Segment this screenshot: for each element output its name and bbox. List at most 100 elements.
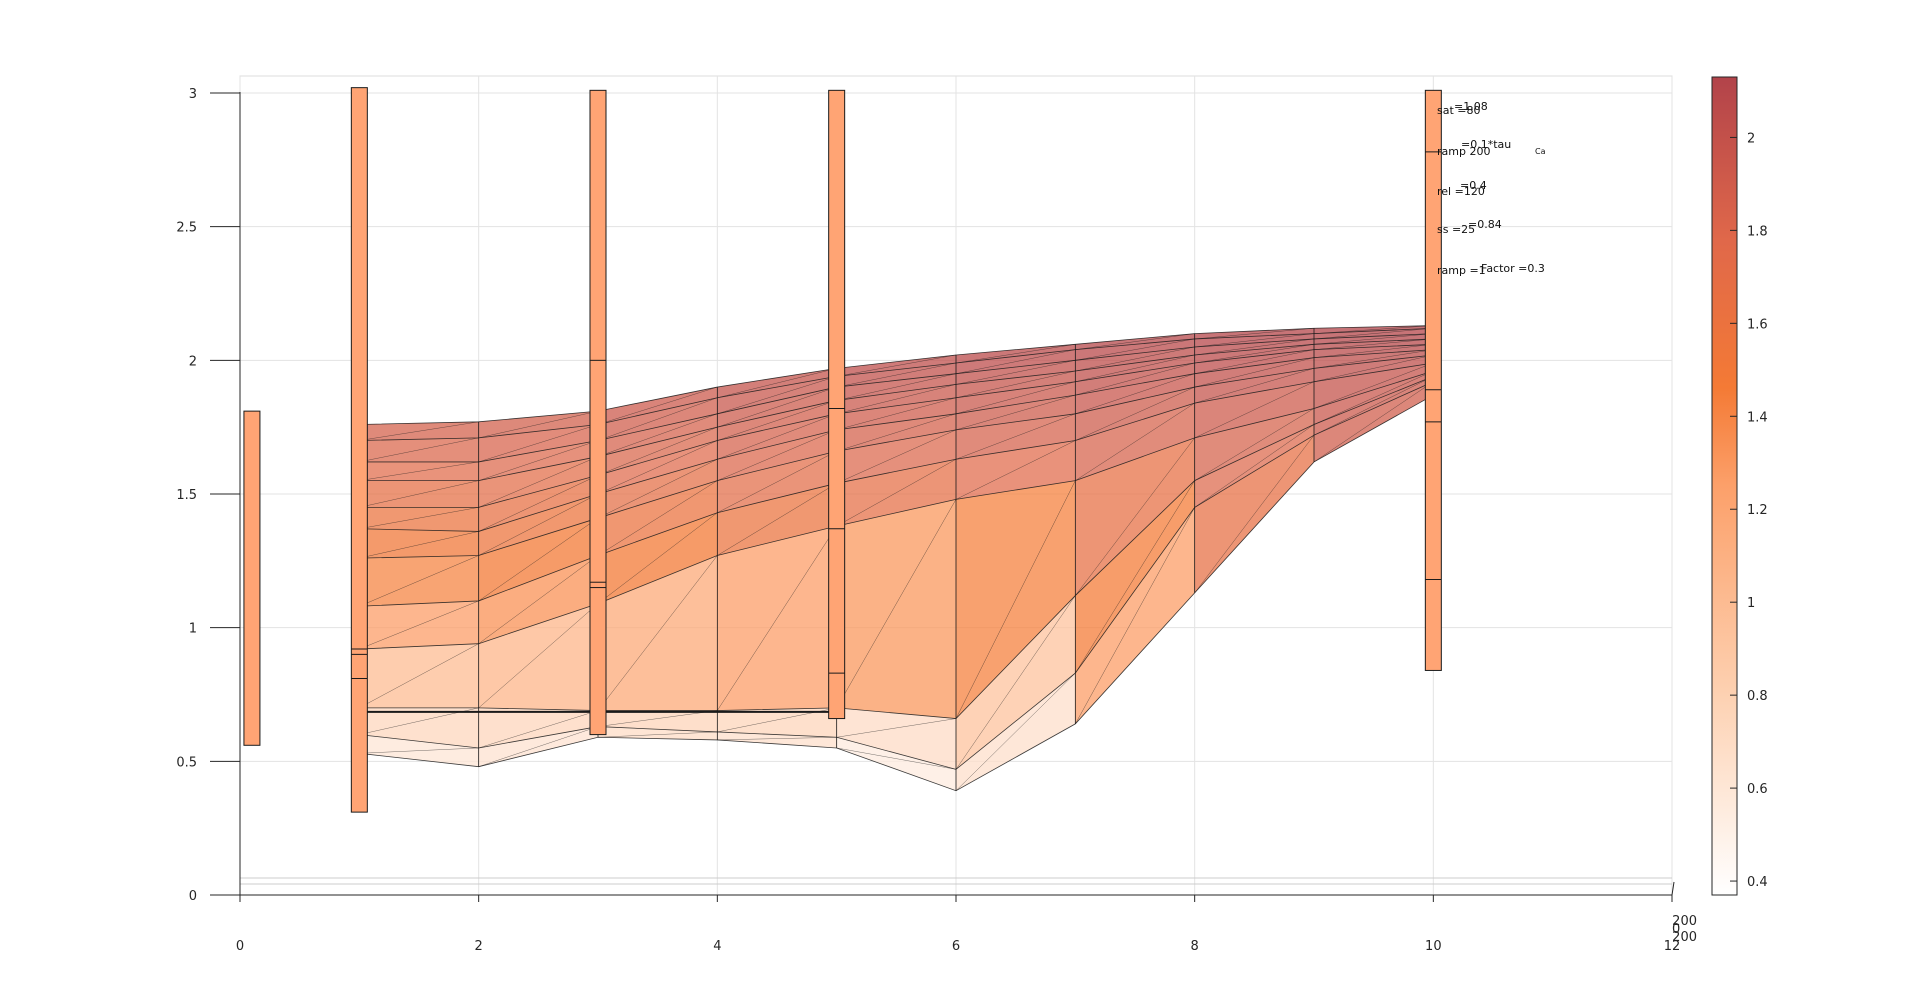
mesh-line (597, 397, 718, 441)
x-tick-label: 12 (1664, 939, 1681, 954)
mesh-line (1313, 362, 1434, 409)
colorbar-tick-label: 0.4 (1747, 875, 1768, 890)
mesh-line (717, 413, 837, 460)
mesh-line (359, 747, 479, 754)
mesh-line (1194, 381, 1315, 439)
mesh-line (597, 386, 718, 425)
band-segment (359, 507, 479, 532)
mesh-line (478, 710, 599, 749)
mesh-line (1075, 362, 1195, 396)
x-tick-label: 8 (1191, 939, 1199, 954)
annotation-text: sat =80 (1437, 104, 1481, 117)
mesh-line (955, 672, 1076, 791)
mesh-line (478, 424, 599, 463)
x-tick-label: 0 (236, 939, 244, 954)
series-line-s11 (359, 327, 1434, 441)
mesh-line (1313, 354, 1434, 382)
mesh-line (359, 461, 479, 481)
mesh-line (836, 718, 957, 738)
mesh-line (836, 413, 957, 452)
mesh-line (836, 499, 957, 708)
band-segment (836, 499, 956, 719)
annotation-text: Factor =0.3 (1481, 262, 1545, 275)
annotation-text: =0.84 (1468, 218, 1502, 231)
mesh-line (478, 555, 599, 644)
mesh-line (478, 517, 599, 602)
mesh-line (836, 384, 957, 415)
mesh-line (359, 421, 479, 441)
mesh-line (1313, 325, 1434, 334)
series-line-s1 (359, 394, 1434, 792)
mesh-line (836, 373, 957, 401)
series-line-s5 (359, 362, 1434, 607)
mesh-line (597, 480, 718, 556)
x-tick-label: 10 (1425, 939, 1442, 954)
mesh-line (478, 475, 599, 532)
annotation-text: =1.08 (1454, 100, 1488, 113)
mesh-line (1313, 370, 1434, 425)
mesh-line (478, 726, 599, 767)
range-box (243, 410, 261, 746)
colorbar-tick-labels: 0.4 0.6 0.8 1 1.2 1.4 1.6 1.8 2 (1730, 131, 1768, 890)
y-tick-label: 1 (189, 622, 197, 637)
y-tick-labels: 0 0.5 1 1.5 2 2.5 3 (176, 87, 197, 904)
mesh-line (717, 525, 837, 711)
mesh-line (478, 493, 599, 556)
x-tick-labels: 0 2 4 6 8 10 12 (236, 939, 1680, 954)
mesh-line (955, 440, 1076, 500)
band-segment (598, 710, 718, 732)
mesh-line (717, 376, 837, 415)
series-line-s6 (359, 354, 1434, 559)
band-segment (598, 726, 718, 740)
series-line-s10 (359, 333, 1434, 463)
mesh-line (359, 507, 479, 529)
mesh-line (1075, 402, 1195, 481)
y-tick-label: 3 (189, 87, 197, 102)
series-line-s7 (359, 349, 1434, 532)
mesh-line (1194, 368, 1315, 404)
mesh-line (1075, 338, 1195, 361)
mesh-line (836, 747, 957, 770)
mesh-line (1194, 338, 1315, 356)
mesh-line (1194, 435, 1315, 594)
band-segment (478, 707, 598, 748)
mesh-line (1075, 437, 1195, 596)
band-segment (478, 603, 598, 711)
colorbar (1711, 76, 1738, 896)
series-line-s9 (359, 338, 1434, 482)
mesh-line (1313, 338, 1434, 350)
colorbar-tick-label: 1.6 (1747, 317, 1768, 332)
series-line-s8 (359, 343, 1434, 508)
range-box (828, 89, 846, 720)
annotation-text: =0.4 (1460, 179, 1487, 192)
mesh-line (1194, 357, 1315, 388)
mesh-line (955, 360, 1076, 385)
mesh-line (955, 344, 1076, 364)
mesh-line (836, 354, 957, 377)
range-box (589, 89, 607, 736)
mesh-line (717, 451, 837, 513)
mesh-line (359, 480, 479, 508)
band-segment (717, 707, 837, 738)
y-tick-label: 0 (189, 889, 197, 904)
y-tick-label: 2 (189, 354, 197, 369)
mesh-line (955, 480, 1076, 719)
mesh-line (359, 531, 479, 559)
annotation-text: ramp =1 (1437, 264, 1486, 277)
mesh-line (1194, 349, 1315, 374)
z-tick-label: 200 (1672, 914, 1697, 929)
mesh-line (1194, 408, 1315, 481)
series-line-s2 (359, 381, 1434, 770)
series-line-s3 (359, 376, 1434, 719)
mesh-line (359, 437, 479, 463)
mesh-line (597, 710, 718, 727)
colorbar-tick-label: 1 (1747, 596, 1755, 611)
colorbar-tick-label: 2 (1747, 131, 1755, 146)
series-line-s12 (359, 325, 1434, 425)
colorbar-tick-label: 1.8 (1747, 224, 1768, 239)
z-tick-label: 0 (1672, 922, 1680, 937)
mesh-line (359, 643, 479, 709)
